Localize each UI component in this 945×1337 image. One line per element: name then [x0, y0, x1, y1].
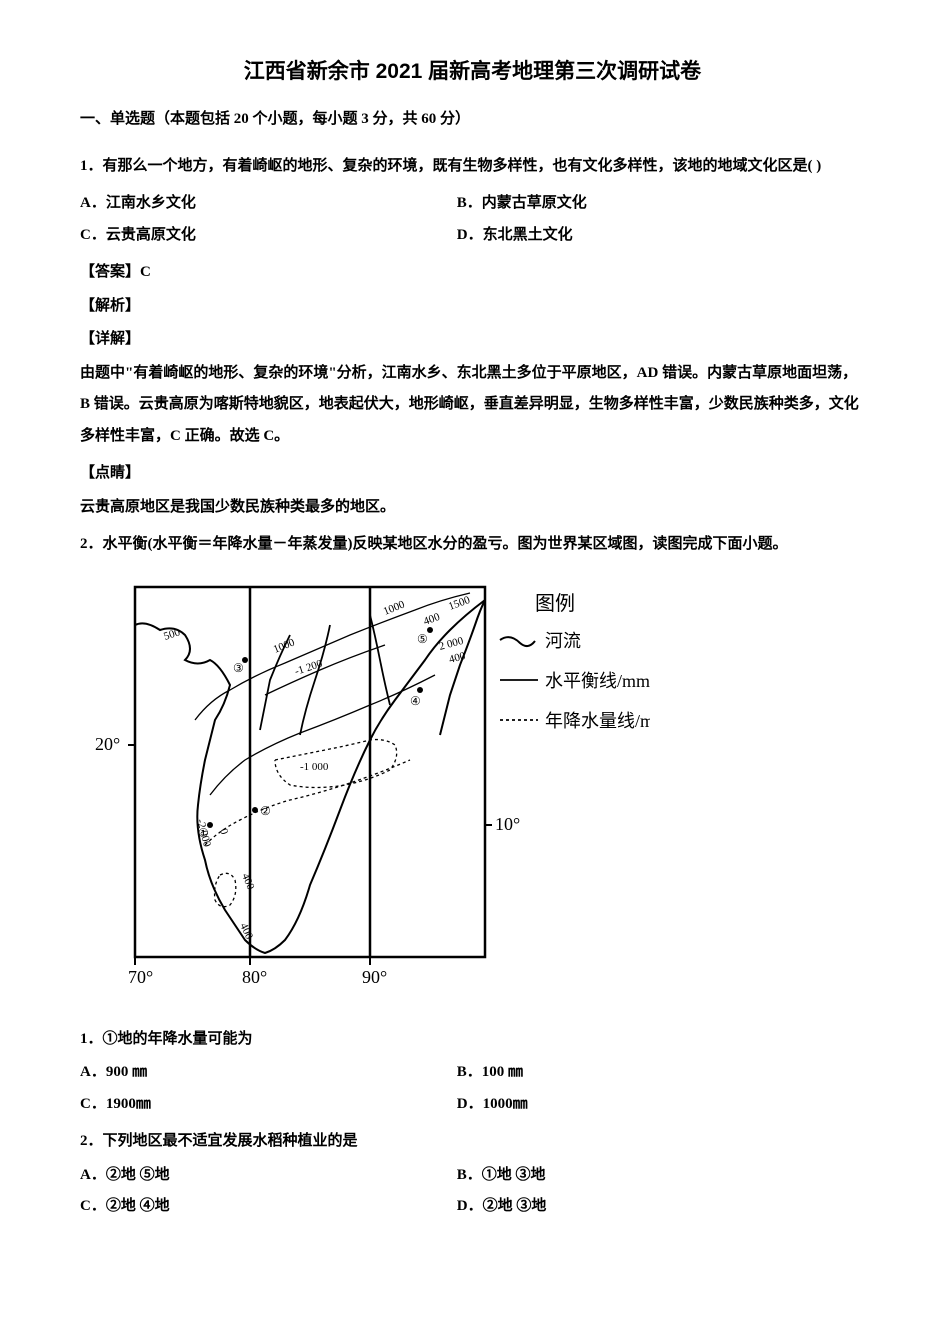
q1-option-d: D．东北黑土文化: [457, 220, 865, 252]
label-0: 0: [217, 826, 230, 836]
q2-text: 2．水平衡(水平衡＝年降水量－年蒸发量)反映某地区水分的盈亏。图为世界某区域图，…: [80, 529, 865, 561]
q2-sub2-option-b: B．①地 ③地: [457, 1160, 865, 1192]
lon-90: 90°: [362, 967, 387, 987]
lat-10: 10°: [495, 814, 520, 834]
label-400c: 400: [239, 871, 256, 891]
legend-balance: 水平衡线/mm: [545, 671, 650, 691]
q1-detail: 由题中"有着崎岖的地形、复杂的环境"分析，江南水乡、东北黑土多位于平原地区，AD…: [80, 358, 865, 453]
q1-dianjing-label: 【点睛】: [80, 458, 865, 490]
q1-options: A．江南水乡文化 B．内蒙古草原文化 C．云贵高原文化 D．东北黑土文化: [80, 188, 865, 251]
svg-text:③: ③: [233, 661, 244, 675]
lon-80: 80°: [242, 967, 267, 987]
svg-text:⑤: ⑤: [417, 632, 428, 646]
q2-sub2-option-a: A．②地 ⑤地: [80, 1160, 457, 1192]
svg-text:④: ④: [410, 694, 421, 708]
q1-jiexi-label: 【解析】: [80, 291, 865, 323]
q2-sub1-option-c: C．1900㎜: [80, 1089, 457, 1121]
q2-sub1-option-d: D．1000㎜: [457, 1089, 865, 1121]
map-figure: 500 1000 -1 200 1000 400 1500 2 000 400 …: [90, 575, 865, 1010]
section-header: 一、单选题（本题包括 20 个小题，每小题 3 分，共 60 分）: [80, 107, 865, 133]
label-n1000: -1 000: [300, 761, 329, 773]
q2-sub2-options: A．②地 ⑤地 B．①地 ③地 C．②地 ④地 D．②地 ③地: [80, 1160, 865, 1223]
label-400d: 400: [237, 921, 255, 941]
q1-answer: 【答案】C: [80, 257, 865, 289]
q2-sub2: 2．下列地区最不适宜发展水稻种植业的是: [80, 1126, 865, 1158]
q2-sub1-options: A．900 ㎜ B．100 ㎜ C．1900㎜ D．1000㎜: [80, 1057, 865, 1120]
map-svg: 500 1000 -1 200 1000 400 1500 2 000 400 …: [90, 575, 650, 1005]
q1-option-c: C．云贵高原文化: [80, 220, 457, 252]
q1-dianjing-text: 云贵高原地区是我国少数民族种类最多的地区。: [80, 492, 865, 524]
q2-sub2-option-d: D．②地 ③地: [457, 1191, 865, 1223]
q1-text: 1．有那么一个地方，有着崎岖的地形、复杂的环境，既有生物多样性，也有文化多样性，…: [80, 151, 865, 183]
lon-70: 70°: [128, 967, 153, 987]
q2-sub1-option-b: B．100 ㎜: [457, 1057, 865, 1089]
q1-option-a: A．江南水乡文化: [80, 188, 457, 220]
q1-option-b: B．内蒙古草原文化: [457, 188, 865, 220]
legend-river: 河流: [545, 631, 581, 651]
lat-20: 20°: [95, 734, 120, 754]
svg-text:①: ①: [198, 826, 209, 840]
legend-title: 图例: [535, 592, 575, 615]
label-1000a: 1000: [272, 636, 297, 656]
label-400a: 400: [422, 610, 442, 627]
label-1500: 1500: [447, 593, 472, 612]
q2-sub1-option-a: A．900 ㎜: [80, 1057, 457, 1089]
svg-text:②: ②: [260, 804, 271, 818]
q2-sub1: 1．①地的年降水量可能为: [80, 1024, 865, 1056]
legend-rain: 年降水量线/mm: [545, 711, 650, 731]
page-title: 江西省新余市 2021 届新高考地理第三次调研试卷: [80, 55, 865, 85]
q1-xiangjie-label: 【详解】: [80, 324, 865, 356]
q2-sub2-option-c: C．②地 ④地: [80, 1191, 457, 1223]
